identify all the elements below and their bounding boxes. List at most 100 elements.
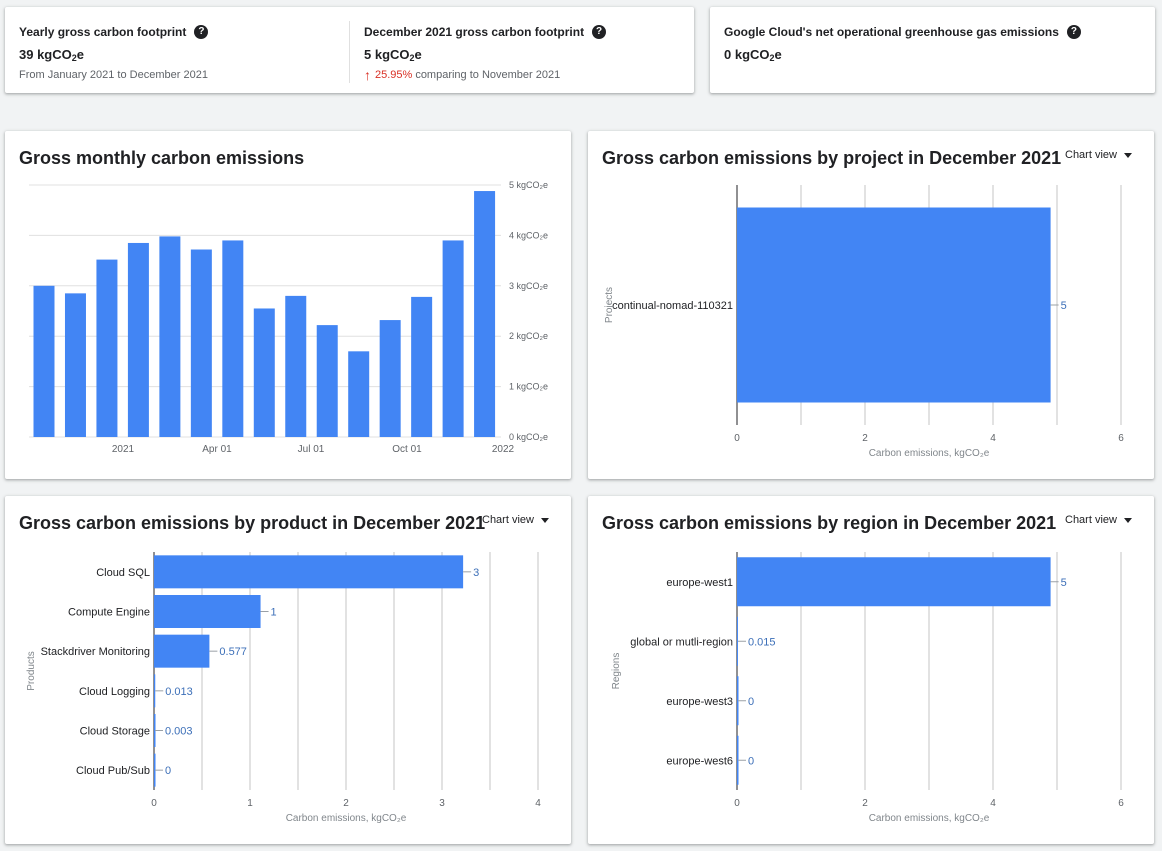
value-label: 5 — [1061, 300, 1067, 312]
x-tick-label: 4 — [990, 433, 996, 444]
chart-view-label: Chart view — [1065, 149, 1117, 161]
x-axis-title: Carbon emissions, kgCO₂e — [869, 448, 990, 459]
product-emissions-card: Gross carbon emissions by product in Dec… — [5, 496, 571, 844]
value-label: 0.577 — [219, 646, 247, 658]
bar — [737, 616, 738, 666]
y-tick-label: 5 kgCO₂e — [509, 180, 548, 190]
bar — [285, 295, 307, 437]
product-emissions-title: Gross carbon emissions by product in Dec… — [19, 513, 486, 533]
monthly-footprint-value: 5 kgCO2e — [364, 47, 422, 63]
net-emissions-value: 0 kgCO2e — [724, 47, 782, 63]
bar — [737, 557, 1051, 607]
yearly-footprint-title-row: Yearly gross carbon footprint ? — [19, 25, 209, 39]
bar — [33, 285, 55, 437]
x-tick-label: Apr 01 — [202, 444, 232, 455]
category-label: global or mutli-region — [630, 636, 733, 648]
bar — [154, 674, 156, 708]
bar — [737, 207, 1051, 403]
value-label: 0.015 — [748, 636, 776, 648]
bar — [442, 240, 464, 437]
region-emissions-title: Gross carbon emissions by region in Dece… — [602, 513, 1057, 533]
summary-card-footprint: Yearly gross carbon footprint ? 39 kgCO2… — [5, 7, 694, 93]
chart-view-label: Chart view — [482, 514, 534, 526]
bar — [154, 714, 156, 747]
summary-card-net-emissions: Google Cloud's net operational greenhous… — [710, 7, 1155, 93]
monthly-emissions-chart: 0 kgCO₂e 1 kgCO₂e 2 kgCO₂e 3 kgCO₂e 4 kgCO₂e… — [29, 180, 548, 455]
caret-down-icon — [1123, 517, 1132, 523]
value-label: 5 — [1061, 577, 1067, 589]
monthly-footprint-title-row: December 2021 gross carbon footprint ? — [364, 25, 607, 39]
yearly-footprint-title: Yearly gross carbon footprint — [19, 25, 187, 39]
value-label: 0 — [748, 696, 754, 708]
category-label: continual-nomad-110321 — [612, 300, 733, 312]
bar — [222, 240, 244, 437]
bar — [411, 296, 433, 437]
bar — [154, 753, 156, 787]
x-tick-label: 4 — [535, 798, 541, 809]
x-tick-label: 0 — [151, 798, 157, 809]
change-percent: 25.95% — [375, 69, 413, 81]
category-label: europe-west3 — [666, 696, 733, 708]
x-axis-title: Carbon emissions, kgCO₂e — [869, 813, 990, 824]
product-emissions-chart: 0 1 2 3 4 Cloud SQL 3 Compute Engine 1 Stackdrive… — [26, 552, 541, 824]
bar — [379, 320, 401, 437]
chart-view-label: Chart view — [1065, 514, 1117, 526]
value-label: 0.003 — [165, 726, 193, 738]
x-tick-label: 2 — [862, 798, 868, 809]
x-tick-label: 2022 — [492, 444, 515, 455]
monthly-emissions-title: Gross monthly carbon emissions — [19, 148, 305, 168]
x-tick-label: 0 — [734, 798, 740, 809]
x-tick-label: 6 — [1118, 798, 1124, 809]
help-icon[interactable]: ? — [592, 25, 607, 39]
x-axis-title: Carbon emissions, kgCO₂e — [286, 813, 407, 824]
y-tick-label: 3 kgCO₂e — [509, 281, 548, 291]
bar — [154, 595, 261, 628]
bar — [154, 555, 464, 589]
bar — [253, 308, 275, 437]
caret-down-icon — [540, 517, 549, 523]
chart-view-dropdown[interactable]: Chart view — [1065, 514, 1132, 526]
x-tick-label: 0 — [734, 433, 740, 444]
monthly-emissions-card: Gross monthly carbon emissions 0 kgCO₂e 1… — [5, 131, 571, 479]
x-tick-label: 2021 — [112, 444, 135, 455]
chart-view-dropdown[interactable]: Chart view — [1065, 149, 1132, 161]
category-label: Stackdriver Monitoring — [41, 646, 150, 658]
bar — [159, 236, 181, 437]
value-label: 1 — [271, 607, 277, 619]
net-emissions-title: Google Cloud's net operational greenhous… — [724, 25, 1059, 39]
y-axis-title: Projects — [604, 287, 615, 323]
bar — [154, 634, 210, 668]
value-label: 0 — [165, 765, 171, 777]
change-text: comparing to November 2021 — [415, 69, 561, 81]
category-label: Cloud Logging — [79, 686, 150, 698]
x-tick-label: Oct 01 — [392, 444, 422, 455]
category-label: Cloud Storage — [80, 726, 150, 738]
x-tick-label: 2 — [343, 798, 349, 809]
help-icon[interactable]: ? — [194, 25, 209, 39]
value-label: 0 — [748, 755, 754, 767]
x-tick-label: 6 — [1118, 433, 1124, 444]
bar — [64, 293, 86, 437]
yearly-footprint-value: 39 kgCO2e — [19, 47, 84, 63]
region-emissions-chart: 0 2 4 6 europe-west1 5 global or mutli-region 0… — [611, 552, 1124, 824]
category-label: europe-west6 — [666, 755, 733, 767]
net-emissions-title-row: Google Cloud's net operational greenhous… — [724, 25, 1081, 39]
bar — [96, 259, 118, 437]
bar — [190, 249, 212, 437]
x-tick-label: 2 — [862, 433, 868, 444]
value-label: 0.013 — [165, 686, 193, 698]
monthly-footprint-change: ↑ 25.95% comparing to November 2021 — [364, 66, 561, 83]
bar — [127, 242, 149, 437]
bar — [474, 191, 496, 437]
project-emissions-chart: 0 2 4 6 continual-nomad-110321 5 Carbon emissi… — [604, 185, 1124, 459]
chart-view-dropdown[interactable]: Chart view — [482, 514, 549, 526]
x-tick-label: 3 — [439, 798, 445, 809]
bar — [348, 351, 370, 437]
x-tick-label: 4 — [990, 798, 996, 809]
y-axis-title: Products — [26, 651, 37, 690]
help-icon[interactable]: ? — [1066, 25, 1081, 39]
x-tick-label: Jul 01 — [298, 444, 325, 455]
arrow-up-icon: ↑ — [364, 66, 371, 83]
category-label: Cloud Pub/Sub — [76, 765, 150, 777]
y-tick-label: 0 kgCO₂e — [509, 432, 548, 442]
